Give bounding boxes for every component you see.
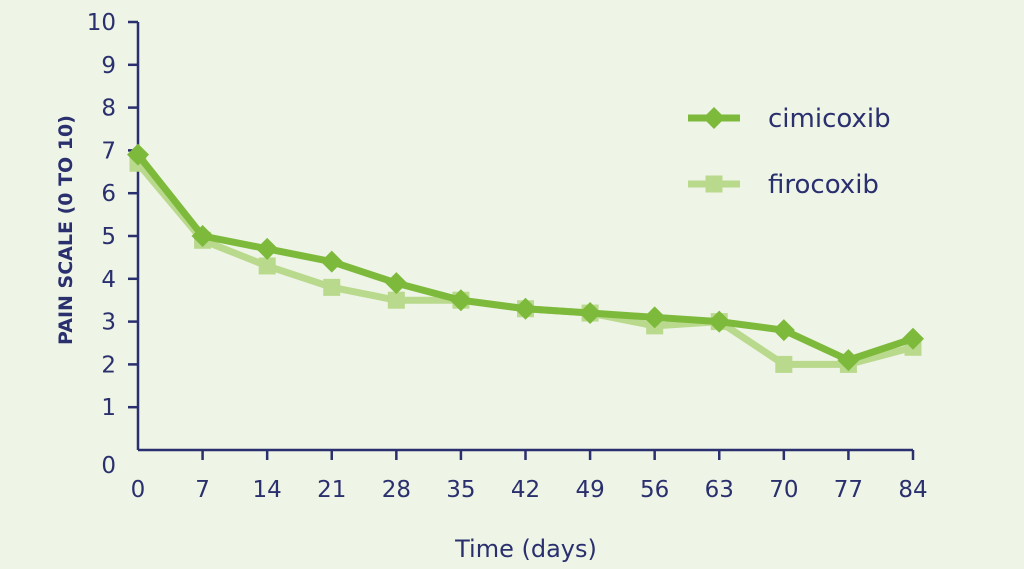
data-point-firocoxib bbox=[387, 291, 405, 309]
data-point-cimicoxib bbox=[191, 225, 214, 247]
series-cimicoxib bbox=[127, 143, 924, 372]
data-point-cimicoxib bbox=[902, 327, 924, 350]
y-tick-label: 3 bbox=[101, 310, 116, 336]
y-tick-label: 5 bbox=[101, 224, 116, 250]
x-tick-label: 0 bbox=[131, 477, 146, 503]
legend: cimicoxib firocoxib bbox=[688, 104, 891, 200]
legend-marker bbox=[703, 107, 725, 129]
data-point-cimicoxib bbox=[256, 237, 279, 260]
y-tick-label: 10 bbox=[87, 10, 116, 36]
x-tick-label: 63 bbox=[705, 477, 734, 503]
data-point-firocoxib bbox=[775, 355, 793, 373]
y-tick-label: 2 bbox=[101, 352, 116, 378]
x-tick-label: 70 bbox=[769, 477, 798, 503]
legend-item-cimicoxib: cimicoxib bbox=[688, 104, 891, 134]
data-point-cimicoxib bbox=[837, 349, 860, 372]
legend-marker bbox=[705, 175, 723, 193]
y-tick-label: 1 bbox=[101, 395, 116, 421]
y-axis-title: PAIN SCALE (0 TO 10) bbox=[55, 115, 77, 345]
x-tick-label: 49 bbox=[575, 477, 604, 503]
y-tick-label: 8 bbox=[101, 96, 116, 122]
x-tick-label: 84 bbox=[898, 477, 927, 503]
data-point-cimicoxib bbox=[514, 297, 537, 320]
x-tick-label: 7 bbox=[195, 477, 210, 503]
legend-item-firocoxib: firocoxib bbox=[688, 170, 879, 200]
x-tick-label: 35 bbox=[446, 477, 475, 503]
data-point-cimicoxib bbox=[579, 302, 602, 325]
y-tick-label: 0 bbox=[101, 453, 116, 479]
legend-label: cimicoxib bbox=[768, 104, 891, 134]
y-tick-label: 7 bbox=[101, 138, 116, 164]
x-tick-label: 28 bbox=[382, 477, 411, 503]
legend-label: firocoxib bbox=[768, 170, 879, 200]
data-point-firocoxib bbox=[323, 278, 341, 296]
x-tick-label: 21 bbox=[317, 477, 346, 503]
data-point-cimicoxib bbox=[449, 289, 472, 312]
y-tick-label: 4 bbox=[101, 267, 116, 293]
data-point-cimicoxib bbox=[127, 143, 149, 166]
data-point-cimicoxib bbox=[772, 319, 795, 342]
data-point-cimicoxib bbox=[708, 310, 731, 333]
x-tick-label: 77 bbox=[834, 477, 863, 503]
series-layer bbox=[127, 143, 924, 373]
y-tick-label: 9 bbox=[101, 53, 116, 79]
x-axis-title: Time (days) bbox=[454, 535, 597, 563]
x-tick-label: 42 bbox=[511, 477, 540, 503]
data-point-firocoxib bbox=[258, 257, 276, 275]
data-point-cimicoxib bbox=[385, 272, 408, 295]
x-tick-label: 14 bbox=[253, 477, 282, 503]
data-point-cimicoxib bbox=[643, 306, 666, 329]
data-point-cimicoxib bbox=[320, 250, 343, 273]
x-tick-label: 56 bbox=[640, 477, 669, 503]
y-tick-label: 6 bbox=[101, 181, 116, 207]
